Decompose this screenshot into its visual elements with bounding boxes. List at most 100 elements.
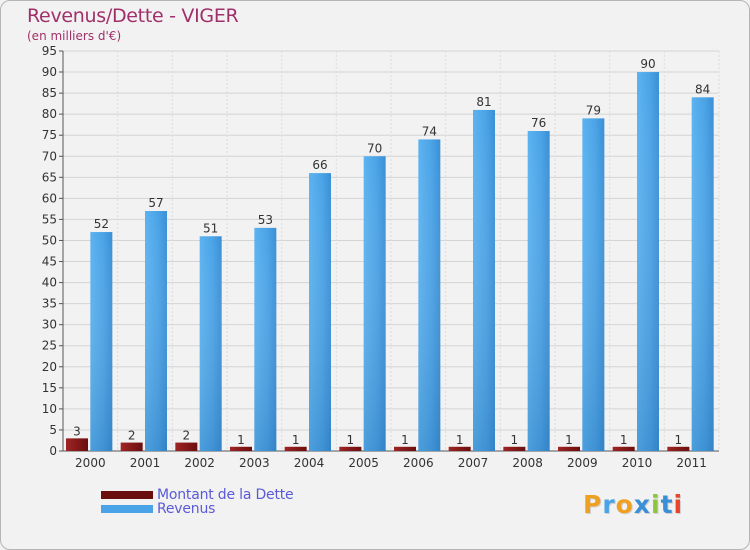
ytick-label: 45 xyxy=(42,255,57,269)
logo-letter: t xyxy=(660,490,674,519)
xtick-label-2005: 2005 xyxy=(348,456,379,470)
ytick-label: 55 xyxy=(42,212,57,226)
bar-dette-2005 xyxy=(339,446,362,451)
ytick-label: 20 xyxy=(42,360,57,374)
logo-letter: r xyxy=(602,490,616,519)
legend-item-dette: Montant de la Dette xyxy=(101,487,294,503)
bar-dette-2007 xyxy=(448,446,471,451)
bar-dette-2001 xyxy=(120,442,143,451)
xtick-label-2007: 2007 xyxy=(458,456,489,470)
data-label-dette-2008: 1 xyxy=(511,433,519,447)
data-label-revenus-2008: 76 xyxy=(531,116,546,130)
legend-swatch-revenus xyxy=(101,505,153,513)
ytick-label: 75 xyxy=(42,128,57,142)
xtick-label-2011: 2011 xyxy=(676,456,707,470)
ytick-label: 60 xyxy=(42,191,57,205)
data-label-revenus-2006: 74 xyxy=(422,124,437,138)
data-label-dette-2007: 1 xyxy=(456,433,464,447)
ytick-label: 5 xyxy=(49,423,57,437)
data-label-revenus-2003: 53 xyxy=(258,213,273,227)
ytick-label: 0 xyxy=(49,444,57,458)
bar-dette-2000 xyxy=(66,438,88,451)
data-label-dette-2000: 3 xyxy=(73,424,81,438)
bar-dette-2011 xyxy=(667,446,690,451)
chart-subtitle: (en milliers d'€) xyxy=(27,29,122,43)
bar-dette-2009 xyxy=(558,446,580,451)
legend-item-revenus: Revenus xyxy=(101,501,215,517)
bar-dette-2006 xyxy=(394,446,416,451)
bar-dette-2010 xyxy=(612,446,635,451)
data-label-dette-2005: 1 xyxy=(347,433,355,447)
data-label-revenus-2011: 84 xyxy=(695,82,710,96)
data-label-dette-2010: 1 xyxy=(620,433,628,447)
data-label-dette-2009: 1 xyxy=(565,433,573,447)
bar-dette-2008 xyxy=(503,446,526,451)
grid-lines xyxy=(62,50,720,452)
logo-letter: x xyxy=(633,490,651,519)
xtick-label-2004: 2004 xyxy=(294,456,325,470)
proxiti-logo: Proxiti xyxy=(583,490,683,519)
xtick-label-2009: 2009 xyxy=(567,456,598,470)
ytick-label: 95 xyxy=(42,44,57,58)
ytick-label: 25 xyxy=(42,339,57,353)
logo-letter: P xyxy=(583,490,603,519)
xtick-label-2002: 2002 xyxy=(184,456,215,470)
ytick-label: 10 xyxy=(42,402,57,416)
data-label-dette-2002: 2 xyxy=(183,429,191,443)
data-label-dette-2006: 1 xyxy=(401,433,409,447)
chart-title: Revenus/Dette - VIGER xyxy=(27,5,239,27)
legend-label-revenus: Revenus xyxy=(157,501,216,517)
bar-revenus-shade-2004 xyxy=(309,173,331,451)
bar-dette-2003 xyxy=(230,446,252,451)
data-label-dette-2011: 1 xyxy=(675,433,683,447)
ytick-label: 70 xyxy=(42,149,57,163)
legend-swatch-dette xyxy=(101,491,153,499)
data-label-dette-2003: 1 xyxy=(237,433,245,447)
bar-revenus-shade-2002 xyxy=(199,236,222,451)
bar-revenus-shade-2006 xyxy=(418,139,441,451)
bars xyxy=(66,72,714,452)
data-label-dette-2004: 1 xyxy=(292,433,300,447)
bar-revenus-shade-2001 xyxy=(145,211,167,451)
ytick-label: 90 xyxy=(42,65,57,79)
xtick-label-2001: 2001 xyxy=(130,456,161,470)
ytick-label: 85 xyxy=(42,86,57,100)
ytick-label: 65 xyxy=(42,170,57,184)
ytick-label: 30 xyxy=(42,318,57,332)
ytick-label: 15 xyxy=(42,381,57,395)
ytick-label: 35 xyxy=(42,297,57,311)
bar-revenus-shade-2003 xyxy=(254,227,277,451)
xtick-label-2006: 2006 xyxy=(403,456,434,470)
legend-label-dette: Montant de la Dette xyxy=(157,487,294,503)
ytick-label: 40 xyxy=(42,276,57,290)
bar-revenus-shade-2009 xyxy=(582,118,605,452)
logo-letter: o xyxy=(615,490,634,519)
bar-dette-2004 xyxy=(284,446,307,451)
data-label-revenus-2000: 52 xyxy=(94,217,109,231)
xtick-label-2008: 2008 xyxy=(512,456,543,470)
data-label-revenus-2010: 90 xyxy=(640,57,655,71)
ytick-label: 80 xyxy=(42,107,57,121)
data-label-revenus-2007: 81 xyxy=(476,95,491,109)
data-label-dette-2001: 2 xyxy=(128,429,136,443)
data-label-revenus-2002: 51 xyxy=(203,221,218,235)
xtick-label-2000: 2000 xyxy=(75,456,106,470)
data-label-revenus-2004: 66 xyxy=(312,158,327,172)
data-label-revenus-2009: 79 xyxy=(586,103,601,117)
data-label-revenus-2001: 57 xyxy=(148,196,163,210)
data-labels: 3 52 2 57 2 51 1 53 1 66 1 70 1 74 1 81 1 76 1 79 1 90 1 84 xyxy=(73,57,710,447)
bar-revenus-shade-2000 xyxy=(90,232,113,451)
bar-dette-2002 xyxy=(175,442,198,451)
bar-revenus-shade-2008 xyxy=(527,131,550,451)
logo-letter: i xyxy=(673,490,684,519)
data-label-revenus-2005: 70 xyxy=(367,141,382,155)
bar-revenus-shade-2010 xyxy=(637,72,659,451)
bar-revenus-shade-2007 xyxy=(473,109,495,452)
ytick-label: 50 xyxy=(42,233,57,247)
logo-letter: i xyxy=(651,490,661,519)
xtick-label-2010: 2010 xyxy=(622,456,653,470)
bar-revenus-shade-2011 xyxy=(691,97,714,451)
axes: 0 5 10 15 20 25 30 35 40 45 50 55 60 65 70 75 80 85 90 95 20… xyxy=(42,44,719,470)
